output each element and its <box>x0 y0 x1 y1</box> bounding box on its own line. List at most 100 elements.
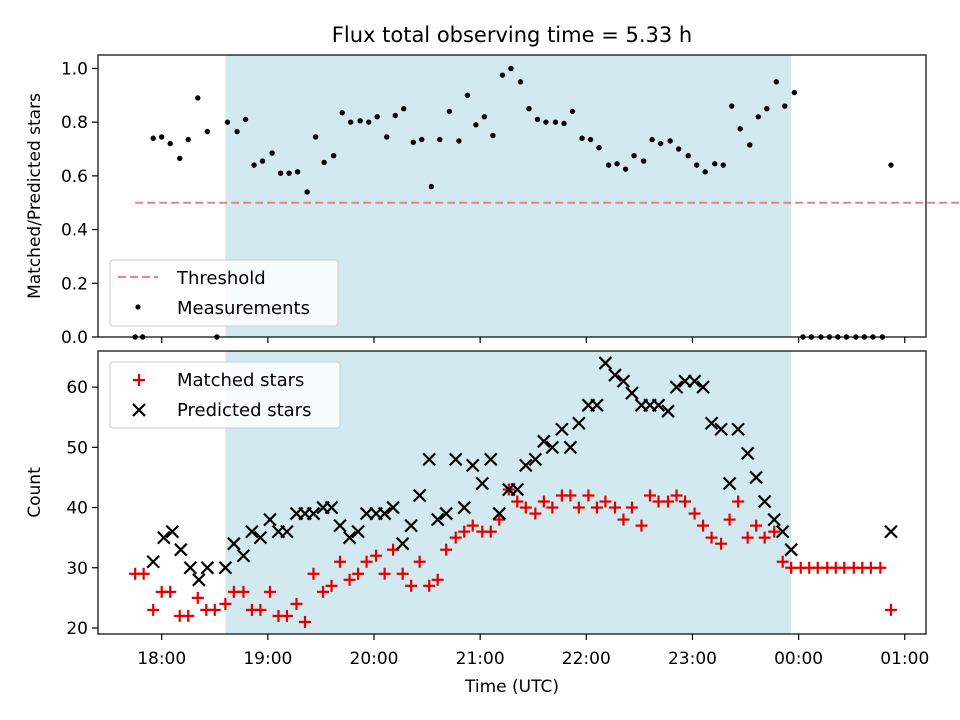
top-panel: 0.0 0.2 0.4 0.6 0.8 1.0 Matched/Predicted sta… <box>25 54 960 348</box>
predicted-point <box>555 422 569 437</box>
matched-point <box>254 603 267 616</box>
measurement-point <box>720 162 726 168</box>
matched-point <box>360 555 373 568</box>
predicted-stars-points <box>146 356 898 587</box>
measurement-points <box>132 65 894 340</box>
measurement-point <box>456 138 462 144</box>
predicted-point <box>306 506 321 521</box>
measurement-point <box>437 136 443 143</box>
matched-point <box>164 585 177 598</box>
measurement-point <box>204 128 211 135</box>
predicted-point <box>253 530 268 545</box>
matched-point <box>219 597 232 610</box>
measurement-point <box>622 166 629 172</box>
matched-point <box>679 495 692 508</box>
predicted-point <box>342 530 357 545</box>
predicted-point <box>696 380 710 394</box>
matched-point <box>874 561 887 574</box>
measurement-point <box>195 95 201 101</box>
measurement-point <box>357 118 363 124</box>
measurement-point <box>277 170 284 176</box>
matched-point <box>572 501 585 514</box>
matched-point <box>334 555 347 568</box>
matched-point <box>644 489 656 502</box>
measurement-point <box>579 135 585 141</box>
matched-point <box>582 489 595 502</box>
predicted-point <box>475 476 490 491</box>
matched-point <box>466 519 479 532</box>
predicted-point <box>757 494 772 509</box>
matched-point <box>137 567 150 580</box>
predicted-point <box>192 573 206 587</box>
measurement-point <box>251 162 257 168</box>
y-tick-label: 1.0 <box>61 59 88 79</box>
measurement-point <box>499 72 506 78</box>
top-y-ticks: 0.0 0.2 0.4 0.6 0.8 1.0 <box>61 59 98 348</box>
matched-point <box>741 531 754 544</box>
predicted-point <box>324 500 339 515</box>
measurement-point <box>224 119 231 125</box>
predicted-point <box>492 506 507 521</box>
matched-point <box>378 567 391 580</box>
matched-point <box>299 615 311 628</box>
matched-point <box>884 603 897 616</box>
legend-measurements-label: Measurements <box>177 298 310 319</box>
matched-point <box>147 603 160 616</box>
predicted-point <box>731 422 745 437</box>
measurement-point <box>649 136 655 143</box>
predicted-point <box>537 434 551 449</box>
measurement-point <box>561 120 567 127</box>
predicted-point <box>439 506 453 521</box>
measurement-point <box>587 136 594 143</box>
measurement-point <box>167 140 173 147</box>
predicted-point <box>200 560 215 575</box>
predicted-point <box>528 452 543 467</box>
measurement-point <box>667 138 673 144</box>
measurement-point <box>517 79 524 85</box>
matched-point <box>590 501 603 514</box>
matched-point <box>758 531 771 544</box>
measurement-point <box>158 134 165 140</box>
matched-point <box>263 585 276 598</box>
matched-point <box>537 495 550 508</box>
matched-point <box>237 585 250 598</box>
matched-point <box>697 519 710 532</box>
y-tick-label: 40 <box>66 499 88 519</box>
measurement-point <box>242 116 249 123</box>
measurement-point <box>490 132 496 139</box>
predicted-point <box>784 542 798 557</box>
measurement-point <box>392 112 398 119</box>
matched-point <box>617 513 630 526</box>
predicted-point <box>165 524 180 539</box>
measurement-point <box>791 89 798 96</box>
predicted-point <box>183 560 198 575</box>
matched-point <box>688 507 701 520</box>
bottom-x-ticks: 18:00 19:00 20:00 21:00 22:00 23:00 00:00 01:00 <box>137 634 929 669</box>
bottom-y-ticks: 20 30 40 50 60 <box>66 378 98 639</box>
matched-point <box>317 585 330 598</box>
predicted-point <box>395 536 410 551</box>
measurement-point <box>473 122 479 128</box>
measurement-point <box>269 150 275 156</box>
x-tick-label: 23:00 <box>668 649 717 669</box>
bottom-legend-box <box>109 361 341 429</box>
predicted-point <box>457 500 472 515</box>
matched-point <box>280 609 293 622</box>
y-tick-label: 60 <box>66 378 88 398</box>
predicted-point <box>377 506 392 521</box>
predicted-point <box>572 416 586 431</box>
matched-point <box>370 549 383 562</box>
predicted-point <box>245 524 259 539</box>
measurement-point <box>294 169 301 175</box>
measurement-point <box>888 162 894 168</box>
matched-point <box>519 501 532 514</box>
measurement-point <box>304 189 310 195</box>
measurement-point <box>339 110 345 116</box>
predicted-point <box>625 386 639 400</box>
matched-point <box>625 501 638 514</box>
measurement-point <box>729 103 735 109</box>
matched-point <box>484 525 497 538</box>
measurement-point <box>569 108 576 115</box>
predicted-point <box>146 554 160 569</box>
predicted-point <box>483 452 498 467</box>
